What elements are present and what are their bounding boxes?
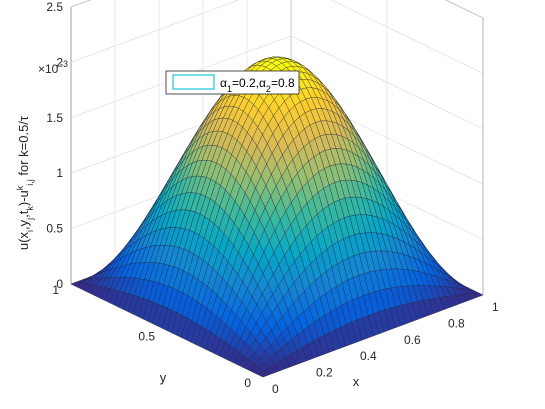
z-label-segment: k xyxy=(15,185,25,190)
z-label-segment: i xyxy=(25,230,35,232)
z-exponent-base: ×10 xyxy=(38,62,59,76)
axis-edge xyxy=(70,0,91,8)
z-tick-label: 0.5 xyxy=(46,222,63,236)
legend-text-segment: =0.8 xyxy=(271,76,295,90)
x-tick-label: 0.6 xyxy=(404,333,421,347)
grid-line xyxy=(70,35,484,130)
z-tick-label: 1 xyxy=(56,166,63,180)
legend-subscript: 1 xyxy=(227,84,232,94)
x-tick-label: 1 xyxy=(492,300,499,314)
legend-text-segment: =0.2, xyxy=(232,76,259,90)
grid-line xyxy=(70,0,484,19)
x-tick-label: 0.2 xyxy=(316,366,333,380)
z-label-segment: ,t xyxy=(16,210,31,218)
legend-swatch xyxy=(172,74,215,90)
z-label-segment: i,j xyxy=(25,179,35,186)
surface-mesh xyxy=(70,56,484,378)
z-label-segment: u(x xyxy=(16,232,31,251)
legend-symbol: α xyxy=(220,76,227,90)
z-label-segment: for k=0.5/τ xyxy=(16,115,31,179)
z-exponent: ×10 -3 xyxy=(38,59,68,76)
grid-line xyxy=(70,0,484,74)
z-tick-label: 0 xyxy=(56,277,63,291)
z-label-segment: )-u xyxy=(16,190,31,206)
legend-symbol: α xyxy=(259,76,266,90)
legend-label: α1=0.2,α2=0.8 xyxy=(220,76,295,94)
z-tick-label: 1.5 xyxy=(46,111,63,125)
z-label-segment: k xyxy=(25,206,35,211)
legend: α1=0.2,α2=0.8 xyxy=(165,70,300,95)
x-tick-label: 0.8 xyxy=(448,316,465,330)
z-tick-label: 2.5 xyxy=(46,0,63,14)
y-axis-label: y xyxy=(160,370,167,385)
z-tick-label: 2 xyxy=(56,55,63,69)
surface-patch xyxy=(257,370,269,378)
y-tick-label: 0 xyxy=(244,376,251,390)
z-exponent-power: -3 xyxy=(60,59,68,69)
z-axis-label: u(xi,yj,tk)-uki,j for k=0.5/τ xyxy=(15,115,35,250)
x-tick-label: 0 xyxy=(272,382,279,396)
y-tick-label: 0.5 xyxy=(138,330,155,344)
z-label-segment: ,y xyxy=(16,219,31,230)
x-axis-label: x xyxy=(353,374,360,389)
y-tick-label: 1 xyxy=(52,283,59,297)
x-tick-label: 0.4 xyxy=(360,349,377,363)
legend-subscript: 2 xyxy=(266,84,271,94)
z-label-segment: j xyxy=(25,218,35,221)
